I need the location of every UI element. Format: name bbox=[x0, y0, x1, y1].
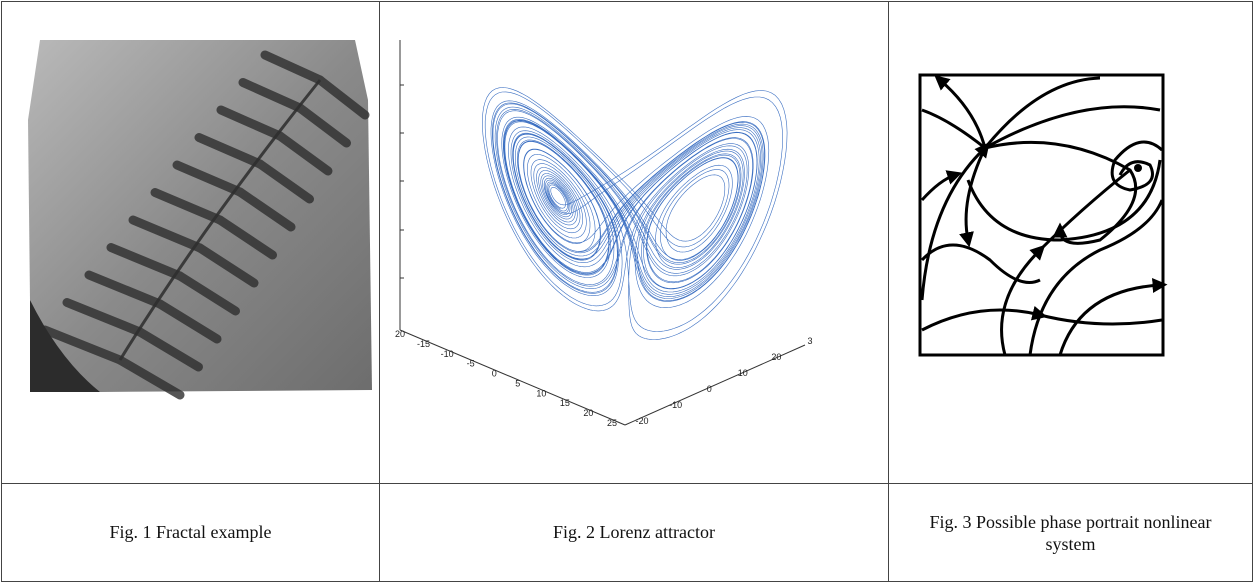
axis-tick-label: 10 bbox=[738, 368, 748, 378]
axis-tick-label: 25 bbox=[607, 418, 617, 428]
axis-tick-label: 0 bbox=[492, 369, 497, 379]
phase-portrait bbox=[920, 75, 1163, 355]
axis-tick-label: 10 bbox=[536, 388, 546, 398]
axis-tick-label: 5 bbox=[515, 378, 520, 388]
figures-art: 20 -15 -10 -5 0 5 10 15 20 25 -20 -10 0 10 20 3 bbox=[0, 0, 1253, 583]
axis-tick-label: 20 bbox=[395, 329, 405, 339]
axis-tick-label: 20 bbox=[583, 408, 593, 418]
axis-tick-label: -10 bbox=[441, 349, 454, 359]
axis-tick-label: 3 bbox=[807, 336, 812, 346]
page: {"figures": [ {"caption": "Fig. 1 Fracta… bbox=[0, 0, 1253, 583]
axis-tick-label: -5 bbox=[467, 359, 475, 369]
axis-tick-label: 20 bbox=[771, 352, 781, 362]
axis-tick-label: -20 bbox=[635, 416, 648, 426]
axis-tick-label: -10 bbox=[669, 400, 682, 410]
axis-tick-label: -15 bbox=[417, 339, 430, 349]
fern-image bbox=[28, 40, 372, 395]
axis-tick-label: 0 bbox=[707, 384, 712, 394]
axis-tick-label: 15 bbox=[560, 398, 570, 408]
